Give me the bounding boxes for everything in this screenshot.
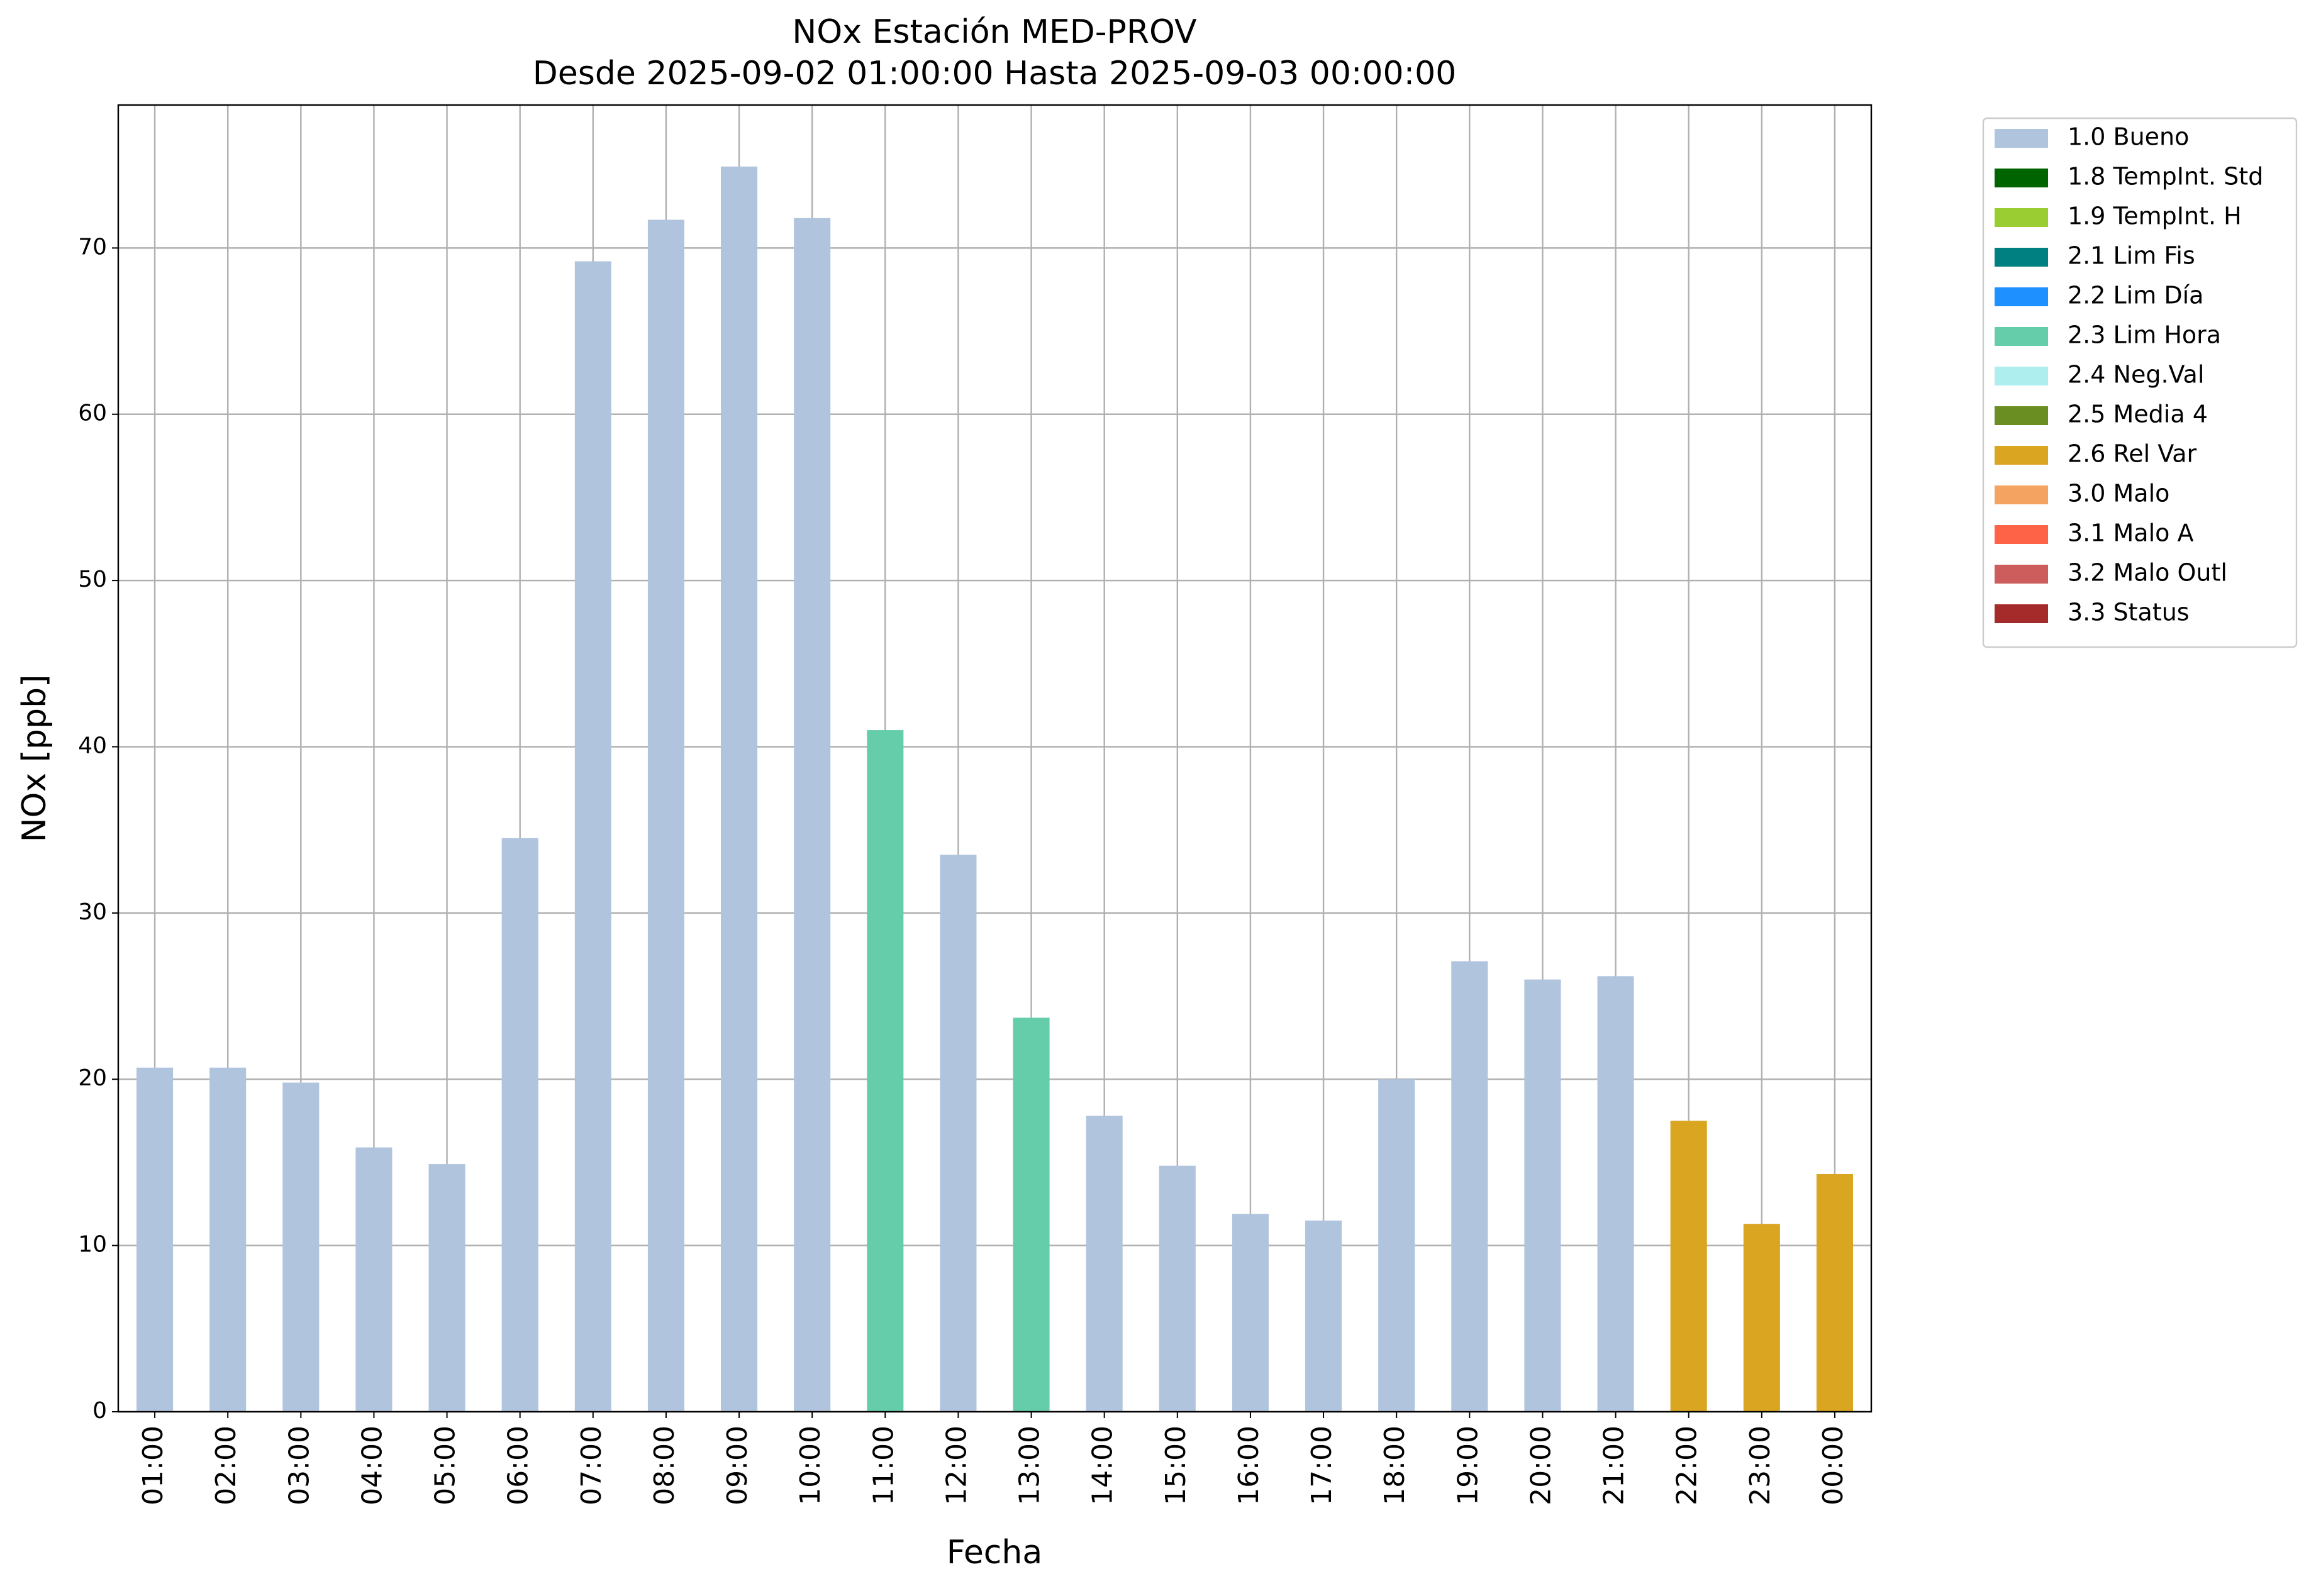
- legend-swatch: [1995, 406, 2048, 425]
- legend-label: 3.3 Status: [2068, 599, 2190, 626]
- x-tick-label: 18:00: [1379, 1426, 1411, 1505]
- legend-label: 2.6 Rel Var: [2068, 440, 2197, 468]
- legend-swatch: [1995, 208, 2048, 227]
- bar: [1232, 1214, 1269, 1412]
- bar: [940, 855, 977, 1412]
- y-tick-label: 50: [78, 567, 107, 592]
- x-tick-label: 19:00: [1452, 1426, 1484, 1505]
- legend-label: 3.2 Malo Outl: [2068, 559, 2227, 587]
- bar: [1013, 1017, 1050, 1412]
- y-tick-label: 40: [78, 733, 107, 758]
- legend-label: 2.4 Neg.Val: [2068, 361, 2204, 389]
- y-tick-label: 70: [78, 234, 107, 260]
- plot-frame: [117, 104, 1873, 1413]
- x-tick-label: 12:00: [940, 1426, 972, 1505]
- bar: [647, 219, 684, 1412]
- legend-swatch: [1995, 169, 2048, 187]
- bar: [1305, 1220, 1342, 1412]
- x-tick-label: 03:00: [283, 1426, 315, 1505]
- legend-label: 2.1 Lim Fis: [2068, 242, 2195, 270]
- x-tick-label: 00:00: [1817, 1426, 1849, 1505]
- x-tick-label: 20:00: [1525, 1426, 1557, 1505]
- bar: [428, 1164, 465, 1412]
- legend-label: 3.0 Malo: [2068, 480, 2169, 507]
- x-tick-label: 05:00: [430, 1426, 462, 1505]
- legend-swatch: [1995, 446, 2048, 465]
- x-tick-label: 17:00: [1306, 1426, 1338, 1505]
- y-tick-label: 10: [78, 1232, 107, 1258]
- bar: [1524, 979, 1561, 1412]
- x-tick-label: 01:00: [137, 1426, 169, 1505]
- x-tick-label: 02:00: [210, 1426, 242, 1505]
- x-tick-label: 23:00: [1744, 1426, 1776, 1505]
- bar: [574, 261, 611, 1412]
- legend-label: 1.8 TempInt. Std: [2068, 163, 2263, 191]
- x-tick-label: 07:00: [576, 1426, 608, 1505]
- x-tick-label: 22:00: [1671, 1426, 1703, 1505]
- x-tick-label: 16:00: [1233, 1426, 1265, 1505]
- bar: [1597, 976, 1634, 1412]
- x-tick-label: 11:00: [867, 1426, 899, 1505]
- x-tick-label: 09:00: [721, 1426, 754, 1505]
- x-tick-label: 10:00: [794, 1426, 827, 1505]
- legend-swatch: [1995, 604, 2048, 623]
- bar: [209, 1067, 247, 1412]
- bar: [867, 730, 904, 1412]
- legend-label: 2.2 Lim Día: [2068, 282, 2203, 309]
- y-tick-label: 30: [78, 899, 107, 925]
- bar: [1378, 1079, 1415, 1412]
- bar: [721, 166, 758, 1412]
- legend-label: 1.0 Bueno: [2068, 123, 2189, 151]
- bar: [794, 218, 831, 1412]
- bar: [1159, 1165, 1196, 1412]
- legend-label: 1.9 TempInt. H: [2068, 202, 2242, 230]
- x-axis-label: Fecha: [947, 1534, 1042, 1571]
- y-tick-label: 60: [78, 401, 107, 426]
- bar: [501, 838, 538, 1412]
- bar: [282, 1082, 320, 1412]
- legend-label: 2.5 Media 4: [2068, 401, 2208, 428]
- legend-label: 2.3 Lim Hora: [2068, 321, 2221, 349]
- bar: [136, 1067, 174, 1412]
- bar: [1086, 1116, 1123, 1412]
- bar: [1670, 1121, 1707, 1412]
- bar: [1451, 961, 1488, 1412]
- bar: [355, 1147, 392, 1412]
- chart-subtitle: Desde 2025-09-02 01:00:00 Hasta 2025-09-…: [533, 55, 1457, 92]
- legend-swatch: [1995, 287, 2048, 306]
- legend-swatch: [1995, 485, 2048, 504]
- y-tick-label: 0: [92, 1398, 107, 1424]
- legend-swatch: [1995, 565, 2048, 584]
- y-axis-label: NOx [ppb]: [16, 675, 53, 843]
- x-tick-label: 08:00: [649, 1426, 681, 1505]
- legend-swatch: [1995, 129, 2048, 148]
- x-tick-label: 21:00: [1598, 1426, 1630, 1505]
- x-tick-label: 06:00: [503, 1426, 535, 1505]
- legend-label: 3.1 Malo A: [2068, 519, 2193, 547]
- bar: [1743, 1224, 1780, 1412]
- x-tick-label: 13:00: [1014, 1426, 1046, 1505]
- chart-title: NOx Estación MED-PROV: [792, 13, 1197, 51]
- legend-swatch: [1995, 525, 2048, 544]
- legend-swatch: [1995, 248, 2048, 267]
- x-tick-label: 14:00: [1087, 1426, 1119, 1505]
- y-tick-label: 20: [78, 1065, 107, 1091]
- legend-swatch: [1995, 367, 2048, 385]
- legend-box: [1982, 117, 2298, 648]
- x-tick-label: 04:00: [356, 1426, 388, 1505]
- legend-swatch: [1995, 327, 2048, 346]
- x-tick-label: 15:00: [1160, 1426, 1192, 1505]
- bar: [1816, 1173, 1853, 1412]
